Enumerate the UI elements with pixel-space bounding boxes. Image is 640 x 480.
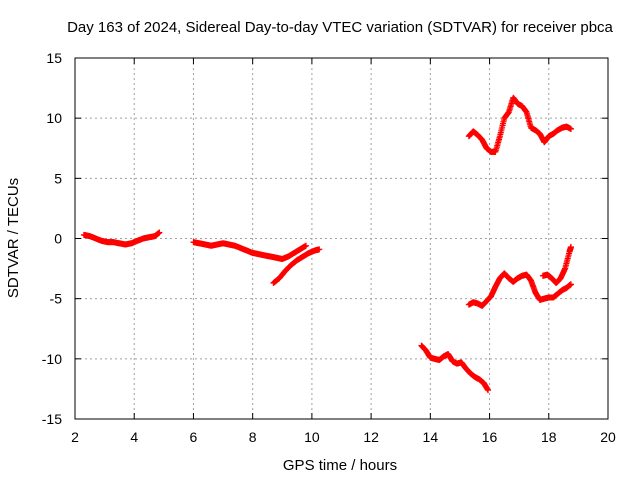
x-tick-label: 12 — [363, 429, 379, 445]
y-axis-label: SDTVAR / TECUs — [5, 178, 22, 298]
x-axis-label: GPS time / hours — [283, 457, 397, 474]
series-arc-1 — [80, 229, 163, 248]
series-arc-5 — [465, 94, 574, 155]
data-point — [485, 387, 492, 394]
chart-title: Day 163 of 2024, Sidereal Day-to-day VTE… — [67, 19, 613, 36]
y-tick-label: 10 — [46, 110, 62, 126]
y-tick-label: 15 — [46, 50, 62, 66]
grid-lines — [75, 58, 608, 419]
series-arc-4 — [418, 342, 492, 394]
y-tick-label: 0 — [54, 231, 62, 247]
y-tick-label: -10 — [42, 351, 62, 367]
y-tick-label: 5 — [54, 170, 62, 186]
series-arc-7 — [539, 243, 574, 287]
series-arc-2 — [190, 239, 309, 262]
x-tick-label: 18 — [541, 429, 557, 445]
y-tick-label: -5 — [50, 291, 63, 307]
axis-ticks: 2 4 6 8 10 12 14 16 18 20 -15 -10 -5 0 5 10 15 — [42, 50, 616, 445]
data-point — [316, 246, 323, 253]
data-point — [567, 125, 574, 132]
data-point — [567, 281, 574, 288]
x-tick-label: 6 — [190, 429, 198, 445]
x-tick-label: 20 — [600, 429, 616, 445]
data-point — [302, 242, 309, 249]
y-tick-label: -15 — [42, 411, 62, 427]
data-point — [567, 243, 574, 250]
data-points — [80, 94, 574, 394]
x-tick-label: 10 — [304, 429, 320, 445]
x-tick-label: 16 — [482, 429, 498, 445]
series-arc-3 — [270, 246, 323, 287]
x-tick-label: 2 — [71, 429, 79, 445]
x-tick-label: 14 — [423, 429, 439, 445]
x-tick-label: 4 — [130, 429, 138, 445]
x-tick-label: 8 — [249, 429, 257, 445]
data-point — [156, 229, 163, 236]
series-arc-6 — [465, 270, 574, 309]
